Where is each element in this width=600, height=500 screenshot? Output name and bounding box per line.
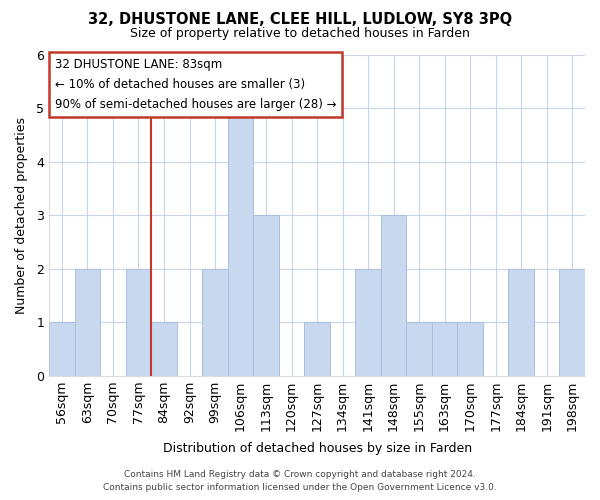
Bar <box>432 322 457 376</box>
Bar <box>355 268 381 376</box>
Bar <box>304 322 330 376</box>
Text: Contains HM Land Registry data © Crown copyright and database right 2024.
Contai: Contains HM Land Registry data © Crown c… <box>103 470 497 492</box>
Bar <box>202 268 228 376</box>
Bar <box>151 322 177 376</box>
Bar <box>126 268 151 376</box>
Bar <box>75 268 100 376</box>
Bar <box>508 268 534 376</box>
Bar <box>228 108 253 376</box>
Bar <box>381 216 406 376</box>
Y-axis label: Number of detached properties: Number of detached properties <box>15 117 28 314</box>
Text: 32 DHUSTONE LANE: 83sqm
← 10% of detached houses are smaller (3)
90% of semi-det: 32 DHUSTONE LANE: 83sqm ← 10% of detache… <box>55 58 336 111</box>
Bar <box>49 322 75 376</box>
Bar <box>457 322 483 376</box>
Bar <box>253 216 279 376</box>
Bar <box>559 268 585 376</box>
Text: Size of property relative to detached houses in Farden: Size of property relative to detached ho… <box>130 28 470 40</box>
X-axis label: Distribution of detached houses by size in Farden: Distribution of detached houses by size … <box>163 442 472 455</box>
Text: 32, DHUSTONE LANE, CLEE HILL, LUDLOW, SY8 3PQ: 32, DHUSTONE LANE, CLEE HILL, LUDLOW, SY… <box>88 12 512 28</box>
Bar <box>406 322 432 376</box>
